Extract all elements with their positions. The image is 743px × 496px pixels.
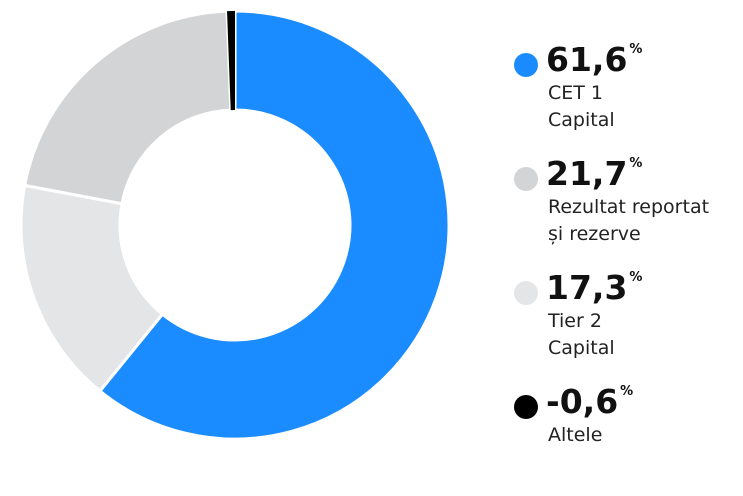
value-label: 17,3% (546, 268, 642, 307)
value-label: -0,6% (546, 382, 633, 421)
legend-dot (514, 167, 538, 191)
legend-dot (514, 281, 538, 305)
chart (19, 9, 451, 438)
legend-name: CET 1 Capital (548, 82, 615, 131)
donut-slice (97, 9, 451, 438)
legend-item: -0,6% Altele (512, 382, 742, 496)
legend-dot (514, 53, 538, 77)
value-number: 17,3 (546, 268, 628, 307)
value-number: 21,7 (546, 154, 628, 193)
value-number: -0,6 (546, 382, 619, 421)
donut-slice (19, 183, 165, 394)
legend-name: Tier 2 Capital (548, 310, 615, 359)
value-unit: % (629, 270, 643, 285)
legend: 61,6% CET 1 Capital 21,7% Rezultat reportat… (512, 40, 742, 496)
value-unit: % (620, 384, 634, 399)
legend-item: 21,7% Rezultat reportat și rezerve (512, 154, 742, 268)
page: {"chart_data": {"type": "donut", "catego… (19, 9, 710, 446)
donut-slice (22, 9, 233, 206)
legend-item: 61,6% CET 1 Capital (512, 40, 742, 154)
value-unit: % (629, 42, 643, 57)
value-unit: % (629, 156, 643, 171)
legend-name: Altele (548, 424, 603, 446)
legend-item: 17,3% Tier 2 Capital (512, 268, 742, 382)
value-number: 61,6 (546, 40, 628, 79)
legend-dot (514, 395, 538, 419)
value-label: 21,7% (546, 154, 642, 193)
value-label: 61,6% (546, 40, 642, 79)
donut-slice (227, 11, 235, 111)
legend-name: Rezultat reportat și rezerve (548, 196, 710, 245)
